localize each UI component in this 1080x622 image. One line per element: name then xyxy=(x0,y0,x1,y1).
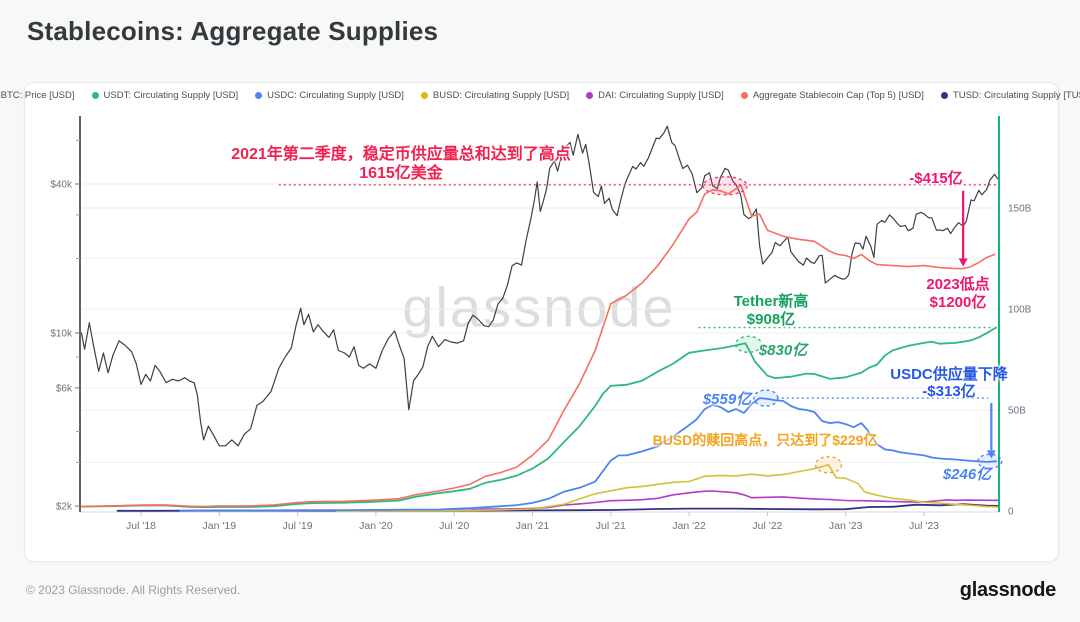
right-axis-label: 50B xyxy=(1008,406,1026,417)
annotation-busd-229: BUSD的赎回高点，只达到了$229亿 xyxy=(652,432,878,448)
annotation-2023-low: 2023低点 $1200亿 xyxy=(926,276,989,312)
chart-plot-area[interactable]: Jul '18 Jan '19 Jul '19 Jan '20 Jul '20 Jan '… xyxy=(25,83,1058,561)
annotation-usdc-246: $246亿 xyxy=(942,466,992,483)
x-tick-label: Jan '20 xyxy=(359,520,393,532)
right-axis-label: 100B xyxy=(1008,305,1032,316)
annotation-text: 2023低点 xyxy=(926,276,990,293)
annotation-text: $1200亿 xyxy=(929,294,987,311)
footer: © 2023 Glassnode. All Rights Reserved. g… xyxy=(26,572,1056,608)
legend-item-aggregate[interactable]: Aggregate Stablecoin Cap (Top 5) [USD] xyxy=(740,90,924,101)
usdt-legend-dot-icon xyxy=(91,92,99,99)
annotation-text: Tether新高 xyxy=(733,293,809,310)
legend-item-label: DAI: Circulating Supply [USD] xyxy=(598,90,724,101)
annotation-highlight-circle xyxy=(814,456,843,474)
busd-legend-dot-icon xyxy=(420,92,428,99)
x-tick-label: Jul '19 xyxy=(283,520,313,532)
annotation-arrowhead-icon xyxy=(986,450,996,459)
x-tick-label: Jan '21 xyxy=(516,520,550,532)
legend-item-label: USDT: Circulating Supply [USD] xyxy=(103,90,239,101)
series-line-usdt xyxy=(80,326,997,509)
annotation-usdt-830: $830亿 xyxy=(758,342,808,359)
right-axis-label: 150B xyxy=(1008,204,1032,215)
legend-item-label: BUSD: Circulating Supply [USD] xyxy=(432,90,570,101)
tusd-legend-dot-icon xyxy=(940,92,948,99)
legend-item-label: Aggregate Stablecoin Cap (Top 5) [USD] xyxy=(752,90,924,101)
x-tick-label: Jan '19 xyxy=(203,520,237,532)
annotation-usdc-559: $559亿 xyxy=(702,391,752,408)
x-tick-label: Jul '23 xyxy=(909,520,939,532)
annotation-highlight-circle xyxy=(753,389,779,407)
x-tick-label: Jul '22 xyxy=(752,520,782,532)
annotation-usdc-drop: USDC供应量下降 -$313亿 xyxy=(890,366,1008,400)
legend-item-label: BTC: Price [USD] xyxy=(0,90,75,101)
x-tick-label: Jan '23 xyxy=(829,520,863,532)
legend-item-dai[interactable]: DAI: Circulating Supply [USD] xyxy=(586,90,724,101)
legend-item-label: USDC: Circulating Supply [USD] xyxy=(267,90,404,101)
annotation-highlight-circle xyxy=(977,453,1003,470)
glassnode-watermark: glassnode xyxy=(402,275,676,339)
legend-item-usdt[interactable]: USDT: Circulating Supply [USD] xyxy=(91,90,239,101)
aggregate-legend-dot-icon xyxy=(740,92,748,99)
series-line-usdc xyxy=(179,397,997,512)
chart-card: BTC: Price [USD] USDT: Circulating Supply… xyxy=(1,82,1080,562)
right-axis-label: 0 xyxy=(1008,507,1014,518)
x-tick-label: Jul '20 xyxy=(439,520,469,532)
series-line-btc xyxy=(80,125,999,447)
annotation-text: 2021年第二季度，稳定币供应量总和达到了高点 xyxy=(231,146,571,163)
annotation-highlight-circle xyxy=(702,176,748,196)
x-tick-label: Jul '21 xyxy=(596,520,626,532)
x-tick-label: Jul '18 xyxy=(126,520,156,532)
annotation-arrowhead-icon xyxy=(958,258,968,267)
chart-legend: BTC: Price [USD] USDT: Circulating Supply… xyxy=(1,90,1080,101)
left-axis-label: $2k xyxy=(56,501,73,512)
legend-item-busd[interactable]: BUSD: Circulating Supply [USD] xyxy=(420,90,570,101)
glassnode-logo: glassnode xyxy=(959,578,1057,601)
x-tick-label: Jan '22 xyxy=(672,520,706,532)
annotation-text: USDC供应量下降 xyxy=(890,366,1008,383)
legend-item-btc[interactable]: BTC: Price [USD] xyxy=(0,90,75,101)
left-axis-label: $6k xyxy=(56,383,73,394)
usdc-legend-dot-icon xyxy=(255,92,263,99)
annotation-text: 1615亿美金 xyxy=(359,165,443,182)
left-axis-label: $40k xyxy=(50,179,73,190)
dai-legend-dot-icon xyxy=(586,92,594,99)
legend-item-usdc[interactable]: USDC: Circulating Supply [USD] xyxy=(255,90,404,101)
copyright-text: © 2023 Glassnode. All Rights Reserved. xyxy=(26,583,241,597)
annotation-text: -$313亿 xyxy=(922,383,976,400)
annotation-aggregate-peak: 2021年第二季度，稳定币供应量总和达到了高点 1615亿美金 xyxy=(231,145,571,183)
page-title: Stablecoins: Aggregate Supplies xyxy=(27,16,439,46)
annotation-highlight-circle xyxy=(734,335,763,354)
series-line-aggregate xyxy=(80,184,996,508)
legend-item-tusd[interactable]: TUSD: Circulating Supply [TUSD] xyxy=(940,90,1080,101)
legend-item-label: TUSD: Circulating Supply [TUSD] xyxy=(952,90,1080,101)
series-line-busd xyxy=(335,463,999,512)
left-axis-label: $10k xyxy=(50,328,73,339)
annotation-aggregate-drawdown: -$415亿 xyxy=(909,170,963,187)
annotation-tether-high: Tether新高 $908亿 xyxy=(734,293,809,329)
annotation-text: $908亿 xyxy=(746,311,796,328)
